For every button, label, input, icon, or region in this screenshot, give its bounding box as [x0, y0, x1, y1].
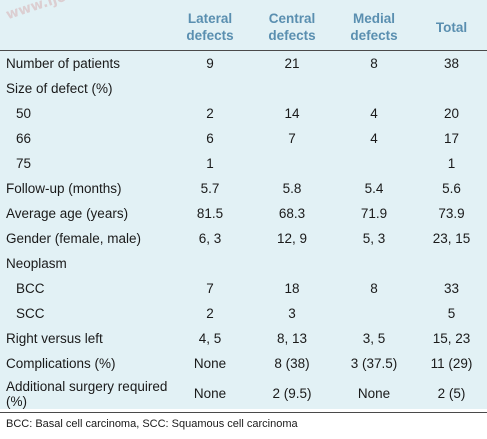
row-label: SCC — [16, 305, 45, 321]
cell-total: 2 (5) — [437, 386, 466, 401]
cell-total — [416, 76, 487, 101]
cell-medial: 71.9 — [360, 205, 388, 221]
cell-lateral: 9 — [206, 55, 214, 71]
table-row: SCC 2 3 5 — [0, 301, 487, 326]
cell-total: 5 — [447, 305, 456, 321]
cell-lateral: None — [193, 355, 227, 371]
cell-lateral: None — [193, 386, 227, 401]
table-row: Average age (years) 81.5 68.3 71.9 73.9 — [0, 201, 487, 226]
cell-central: 12, 9 — [276, 230, 308, 246]
header-cell-medial: Medial defects — [350, 11, 398, 43]
cell-medial — [332, 76, 416, 101]
cell-medial — [332, 301, 416, 326]
row-label: Additional surgery required (%) — [6, 379, 168, 409]
table-row: Gender (female, male) 6, 3 12, 9 5, 3 23, 15 — [0, 226, 487, 251]
header-cell-total: Total — [435, 19, 468, 35]
cell-total: 23, 15 — [432, 230, 471, 246]
cell-total: 15, 23 — [432, 330, 471, 346]
header-cell-central: Central defects — [268, 11, 316, 43]
row-label: Gender (female, male) — [6, 230, 142, 246]
cell-medial: 3 (37.5) — [350, 355, 398, 371]
header-cell-empty — [0, 0, 168, 51]
table-row: 66 6 7 4 17 — [0, 126, 487, 151]
table-row: Complications (%) None 8 (38) 3 (37.5) 11 (2… — [0, 351, 487, 376]
cell-total: 38 — [443, 55, 460, 71]
cell-lateral: 7 — [206, 280, 214, 296]
cell-lateral: 81.5 — [196, 205, 224, 221]
cell-central: 21 — [284, 55, 300, 71]
cell-total: 17 — [443, 130, 460, 146]
cell-medial — [332, 251, 416, 276]
cell-medial: 8 — [370, 55, 378, 71]
row-label: 50 — [16, 105, 32, 121]
cell-lateral — [168, 76, 252, 101]
cell-medial: 4 — [370, 105, 378, 121]
cell-lateral: 2 — [206, 305, 214, 321]
cell-central — [252, 151, 332, 176]
row-label: 66 — [16, 130, 32, 146]
cell-lateral: 6 — [206, 130, 214, 146]
row-label: Follow-up (months) — [6, 180, 122, 196]
cell-central: 18 — [284, 280, 300, 296]
cell-medial: 4 — [370, 130, 378, 146]
row-label: Complications (%) — [6, 355, 116, 371]
defects-table: Lateral defects Central defects Medial d… — [0, 0, 487, 413]
table-row: Number of patients 9 21 8 38 — [0, 51, 487, 77]
table-row: Follow-up (months) 5.7 5.8 5.4 5.6 — [0, 176, 487, 201]
cell-central: 2 (9.5) — [272, 386, 312, 401]
cell-total — [416, 251, 487, 276]
cell-medial — [332, 151, 416, 176]
cell-central: 5.8 — [282, 180, 302, 196]
row-label: Right versus left — [6, 330, 103, 346]
table-row: Neoplasm — [0, 251, 487, 276]
cell-total: 5.6 — [442, 180, 461, 196]
data-table-panel: Lateral defects Central defects Medial d… — [0, 0, 487, 413]
table-row: Right versus left 4, 5 8, 13 3, 5 15, 23 — [0, 326, 487, 351]
cell-total: 1 — [447, 155, 456, 171]
table-body: Number of patients 9 21 8 38 Size of defect (… — [0, 51, 487, 413]
table-row: Additional surgery required (%) None 2 (9.… — [0, 376, 487, 413]
cell-medial: 8 — [370, 280, 378, 296]
row-label: Size of defect (%) — [6, 80, 113, 96]
row-label: Number of patients — [6, 55, 121, 71]
row-label: Neoplasm — [6, 255, 67, 271]
cell-central: 8 (38) — [274, 355, 310, 371]
cell-lateral — [168, 251, 252, 276]
cell-central: 8, 13 — [276, 330, 308, 346]
table-row: BCC 7 18 8 33 — [0, 276, 487, 301]
row-label: BCC — [16, 280, 45, 296]
cell-total: 20 — [443, 105, 460, 121]
row-label: 75 — [16, 155, 32, 171]
cell-medial: 3, 5 — [362, 330, 386, 346]
cell-medial: None — [357, 386, 391, 401]
row-label: Average age (years) — [6, 205, 129, 221]
cell-total: 33 — [443, 280, 460, 296]
table-row: 50 2 14 4 20 — [0, 101, 487, 126]
cell-lateral: 4, 5 — [198, 330, 222, 346]
cell-central: 14 — [284, 105, 300, 121]
table-header-row: Lateral defects Central defects Medial d… — [0, 0, 487, 51]
cell-total: 73.9 — [438, 205, 465, 221]
cell-central: 68.3 — [278, 205, 306, 221]
cell-total: 11 (29) — [430, 355, 473, 371]
cell-lateral: 2 — [206, 105, 214, 121]
cell-central — [252, 251, 332, 276]
cell-lateral: 6, 3 — [198, 230, 222, 246]
cell-central — [252, 76, 332, 101]
cell-lateral: 1 — [206, 155, 214, 171]
cell-medial: 5.4 — [364, 180, 384, 196]
header-cell-lateral: Lateral defects — [186, 11, 234, 43]
table-footnote: BCC: Basal cell carcinoma, SCC: Squamous… — [6, 418, 298, 430]
cell-central: 3 — [288, 305, 296, 321]
table-row: 75 1 1 — [0, 151, 487, 176]
cell-central: 7 — [288, 130, 296, 146]
table-row: Size of defect (%) — [0, 76, 487, 101]
cell-lateral: 5.7 — [200, 180, 220, 196]
cell-medial: 5, 3 — [362, 230, 386, 246]
